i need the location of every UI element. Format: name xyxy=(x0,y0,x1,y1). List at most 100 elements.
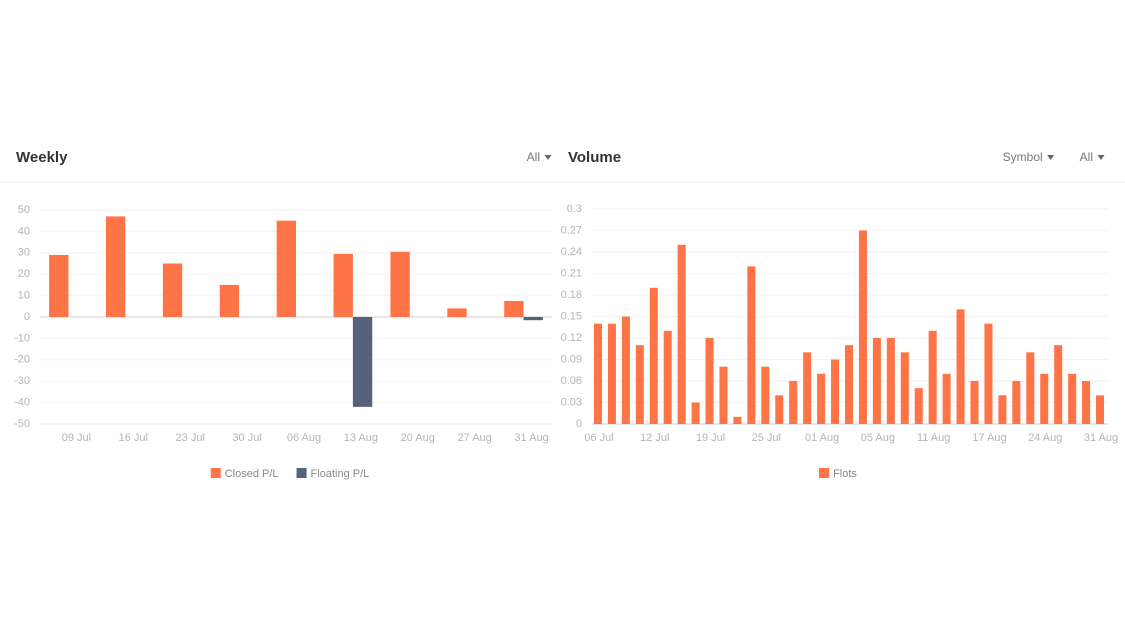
bar xyxy=(705,338,714,424)
x-tick-label: 19 Jul xyxy=(696,432,725,444)
dropdown-arrow xyxy=(544,155,552,160)
x-tick-label: 06 Aug xyxy=(287,432,321,444)
bar xyxy=(844,345,854,424)
x-tick-label: 23 Jul xyxy=(176,432,205,444)
y-tick-label: 0.3 xyxy=(567,203,582,215)
bar xyxy=(998,395,1007,424)
bar xyxy=(984,323,993,424)
y-tick-label: 0.24 xyxy=(561,246,582,258)
y-tick-label: -50 xyxy=(14,418,30,430)
legend-swatch xyxy=(296,468,307,478)
y-tick-label: 0.15 xyxy=(561,310,582,322)
bar xyxy=(1026,352,1035,424)
y-tick-label: 0.21 xyxy=(561,267,582,279)
bar xyxy=(900,352,909,424)
y-tick-label: 0.06 xyxy=(561,375,582,387)
y-tick-label: 50 xyxy=(18,204,30,216)
bar xyxy=(593,323,602,424)
bar xyxy=(162,263,183,317)
filter-dropdown[interactable]: Symbol xyxy=(1003,150,1043,164)
bar xyxy=(719,366,728,424)
filter-dropdown[interactable]: All xyxy=(527,150,540,164)
bar xyxy=(352,317,373,407)
y-tick-label: 0 xyxy=(24,311,30,323)
bar xyxy=(733,416,742,424)
bar xyxy=(691,402,700,424)
bar xyxy=(1096,395,1105,424)
x-tick-label: 12 Jul xyxy=(640,432,669,444)
y-tick-label: -40 xyxy=(14,397,30,409)
bar xyxy=(1012,381,1021,424)
y-tick-label: 0.12 xyxy=(561,332,582,344)
bar xyxy=(942,373,951,424)
bar xyxy=(858,230,867,424)
legend-label: Floating P/L xyxy=(311,468,370,480)
bar xyxy=(390,251,410,317)
bar xyxy=(1040,373,1049,424)
bar xyxy=(607,323,616,424)
bar xyxy=(886,338,895,424)
y-tick-label: 0.18 xyxy=(561,289,582,301)
dropdown-arrow xyxy=(1047,155,1055,160)
legend-label: Closed P/L xyxy=(225,468,279,480)
bar xyxy=(635,345,644,424)
x-tick-label: 31 Aug xyxy=(514,432,548,444)
x-tick-label: 30 Jul xyxy=(232,432,261,444)
bar xyxy=(1068,373,1077,424)
x-tick-label: 13 Aug xyxy=(344,432,378,444)
x-tick-label: 09 Jul xyxy=(62,432,91,444)
x-tick-label: 31 Aug xyxy=(1084,432,1118,444)
bar xyxy=(677,244,686,424)
legend-swatch xyxy=(210,468,221,478)
x-tick-label: 16 Jul xyxy=(119,432,148,444)
bar xyxy=(956,309,965,424)
bar xyxy=(504,300,524,317)
bar xyxy=(817,373,826,424)
dropdown-arrow xyxy=(1097,155,1105,160)
x-tick-label: 20 Aug xyxy=(401,432,435,444)
y-tick-label: -10 xyxy=(14,332,30,344)
bar xyxy=(523,317,543,321)
bar xyxy=(928,330,937,424)
bar xyxy=(49,254,69,317)
bar xyxy=(1054,345,1063,424)
bar xyxy=(447,308,467,317)
bar xyxy=(105,216,126,317)
bar xyxy=(276,220,296,317)
legend-swatch xyxy=(819,468,830,478)
x-tick-label: 05 Aug xyxy=(861,432,895,444)
y-tick-label: 20 xyxy=(18,268,30,280)
bar xyxy=(219,284,240,317)
x-tick-label: 06 Jul xyxy=(584,432,613,444)
y-tick-label: 40 xyxy=(18,225,30,237)
panel-title: Volume xyxy=(568,149,621,166)
x-tick-label: 25 Jul xyxy=(752,432,781,444)
y-tick-label: 0 xyxy=(576,418,582,430)
x-tick-label: 27 Aug xyxy=(458,432,492,444)
y-tick-label: 0.27 xyxy=(561,224,582,236)
bar xyxy=(914,388,923,424)
bar xyxy=(761,366,770,424)
x-tick-label: 11 Aug xyxy=(917,432,950,444)
bar xyxy=(970,381,979,424)
y-tick-label: 0.09 xyxy=(561,353,582,365)
x-tick-label: 24 Aug xyxy=(1028,432,1062,444)
panel-title: Weekly xyxy=(16,149,68,166)
y-tick-label: 30 xyxy=(18,247,30,259)
bar xyxy=(831,359,840,424)
bar xyxy=(789,381,798,424)
x-tick-label: 17 Aug xyxy=(972,432,1006,444)
bar xyxy=(333,253,353,317)
y-tick-label: 10 xyxy=(18,290,30,302)
y-tick-label: -30 xyxy=(14,375,30,387)
bar xyxy=(803,352,812,424)
bar xyxy=(872,338,881,424)
bar xyxy=(621,316,630,424)
bar xyxy=(1082,381,1091,424)
y-tick-label: -20 xyxy=(14,354,30,366)
filter-dropdown[interactable]: All xyxy=(1080,150,1093,164)
bar xyxy=(663,330,672,424)
bar xyxy=(747,266,756,424)
